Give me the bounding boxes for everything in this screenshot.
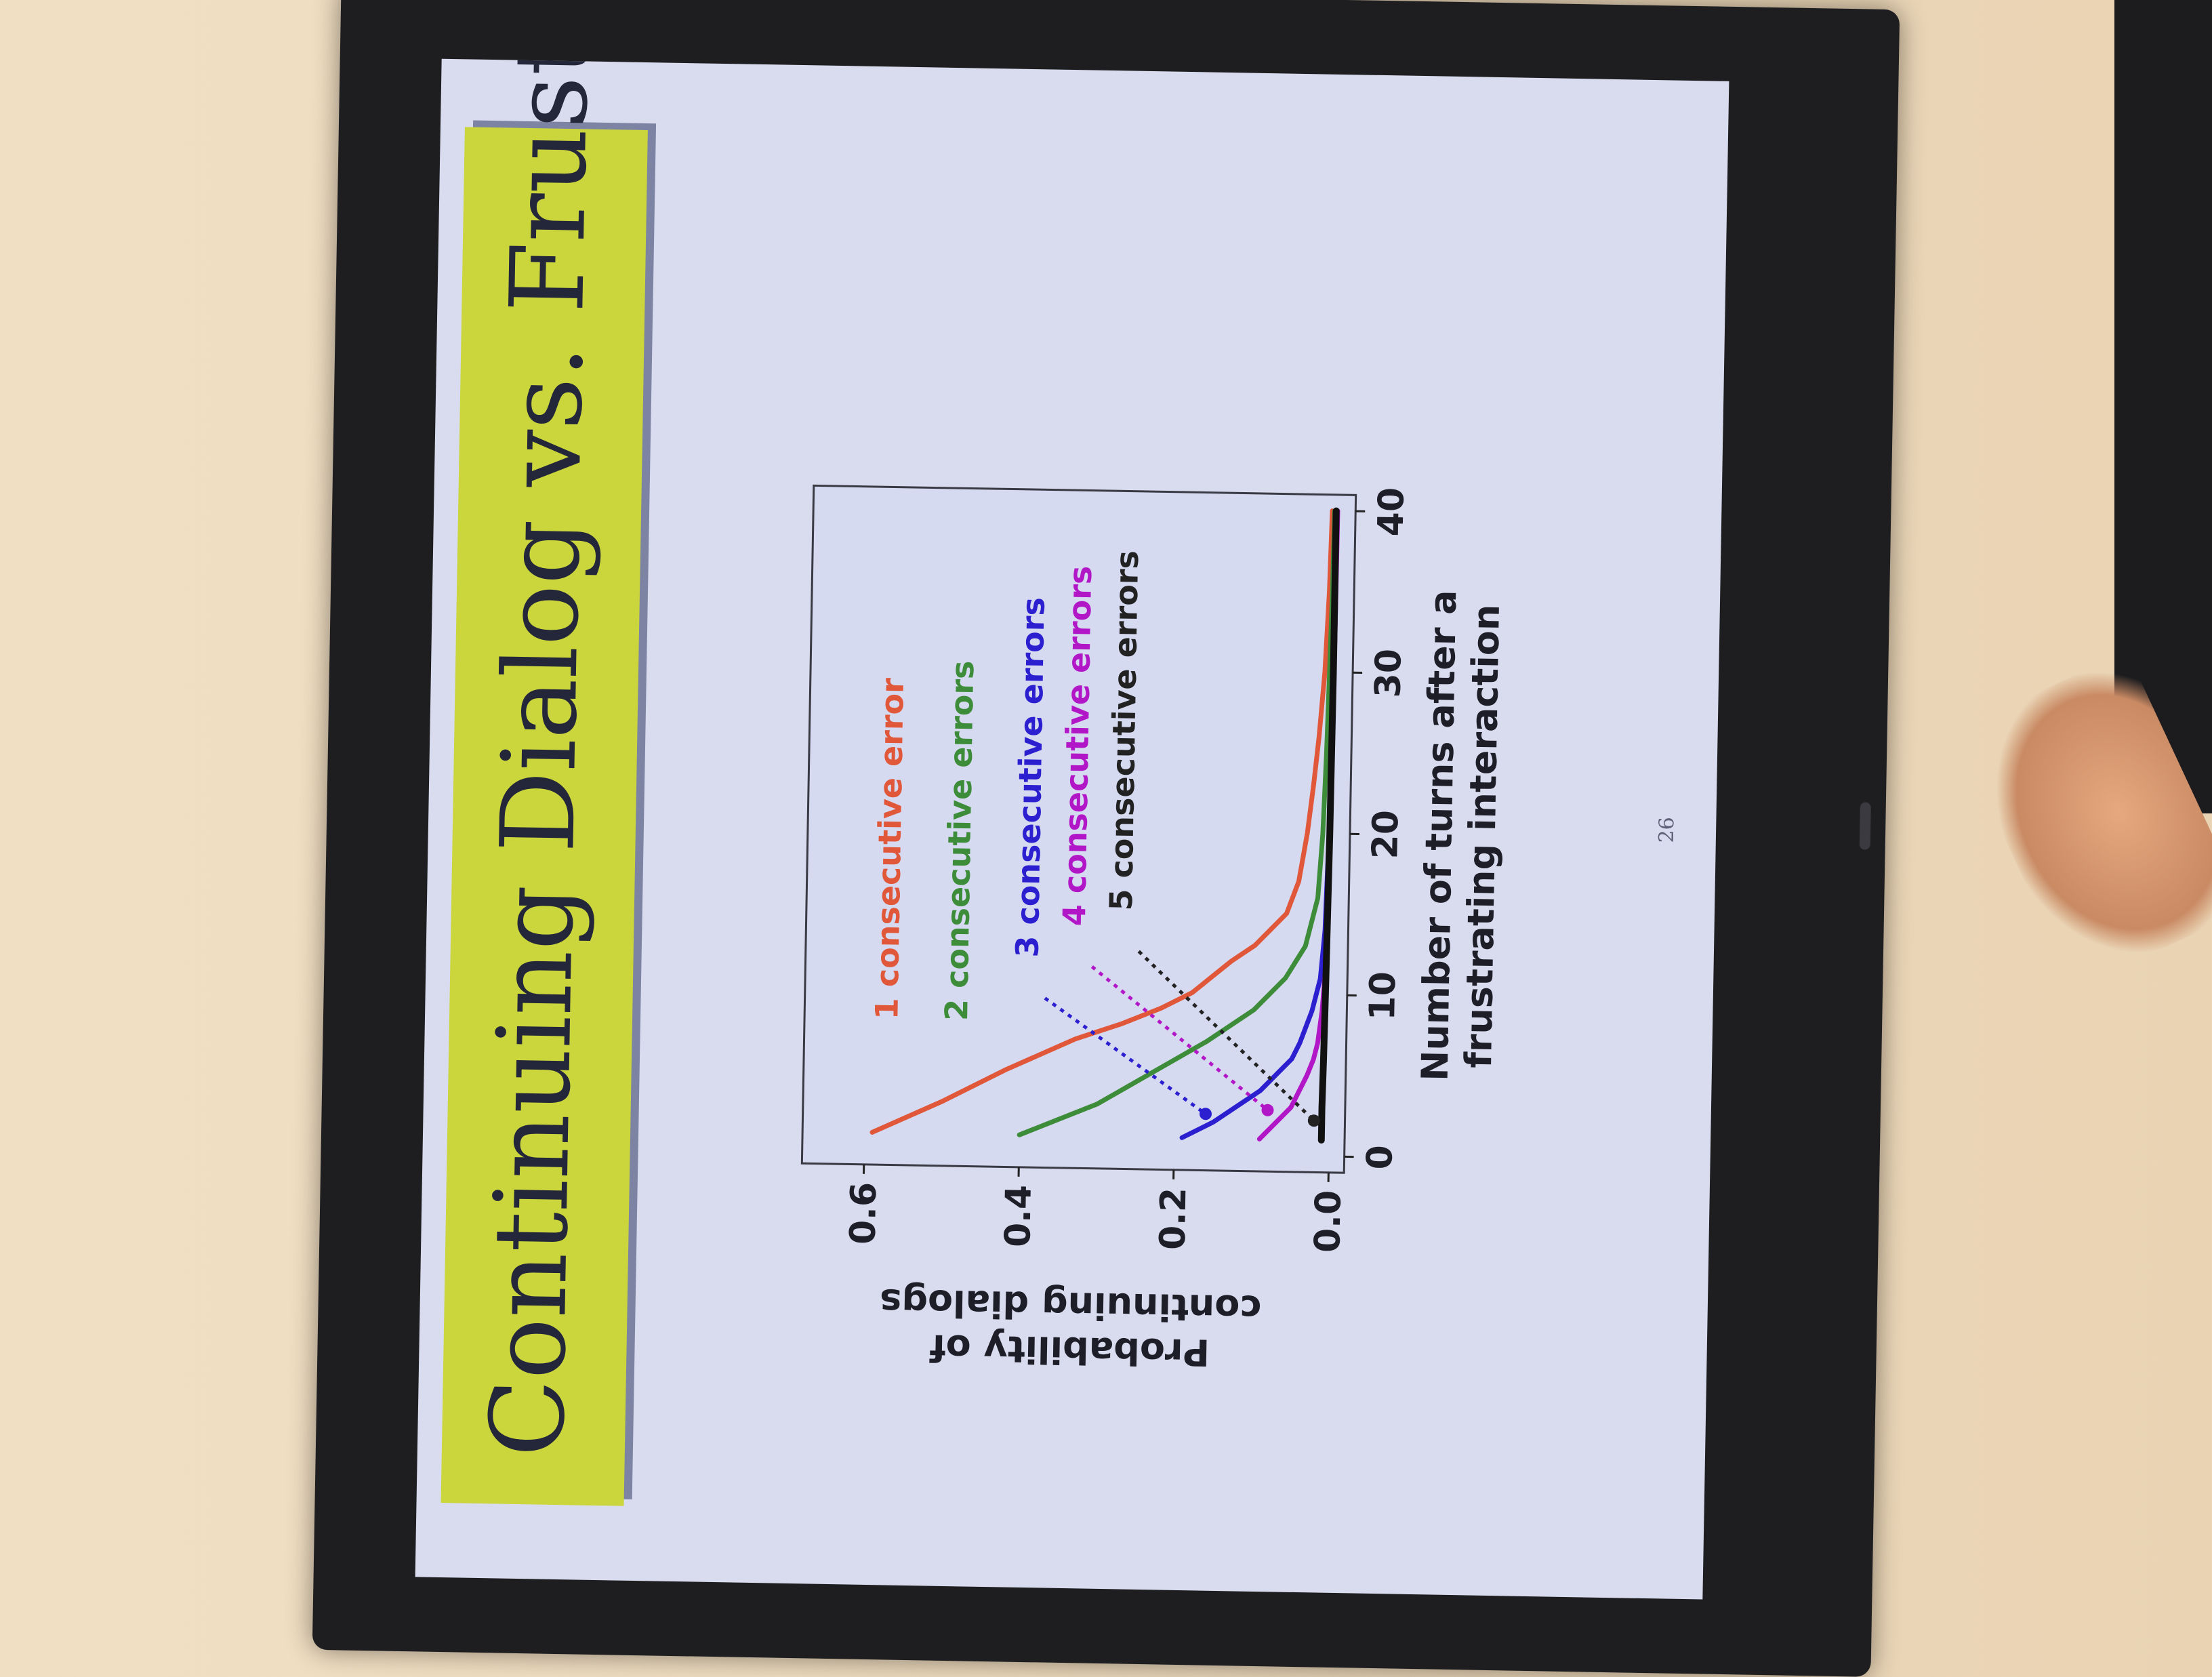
x-tick-label: 20 [1365,810,1406,860]
y-tick-label: 0.0 [1307,1190,1349,1253]
x-tick-label: 40 [1371,487,1412,536]
y-tick-label: 0.2 [1153,1187,1195,1250]
series-annotation-5: 5 consecutive errors [1103,550,1145,911]
series-annotation-1: 1 consecutive error [868,677,911,1019]
x-tick-label: 10 [1362,971,1404,1021]
x-tick-label: 30 [1368,648,1409,698]
series-annotation-3: 3 consecutive errors [1009,597,1052,958]
series-annotation-2: 2 consecutive errors [938,660,981,1021]
plot-area: 0 10 20 30 40 0.0 0.2 0.4 0.6 Number of turns aft… [798,477,1510,1379]
series-annotation-4: 4 consecutive errors [1056,565,1099,926]
line-chart: 0 10 20 30 40 0.0 0.2 0.4 0.6 Number of turns aft… [415,59,1729,1600]
y-tick-label: 0.6 [843,1181,885,1245]
slide-number: 26 [1655,817,1679,843]
x-tick-label: 0 [1359,1145,1401,1170]
x-axis-label: Number of turns after a [1414,590,1465,1082]
y-axis-label: Probability of [929,1327,1210,1374]
y-axis-label: continuing dialogs [880,1280,1262,1330]
x-axis-label: frustrating interaction [1457,604,1508,1068]
webcam [1860,802,1871,849]
y-tick-label: 0.4 [998,1184,1040,1247]
